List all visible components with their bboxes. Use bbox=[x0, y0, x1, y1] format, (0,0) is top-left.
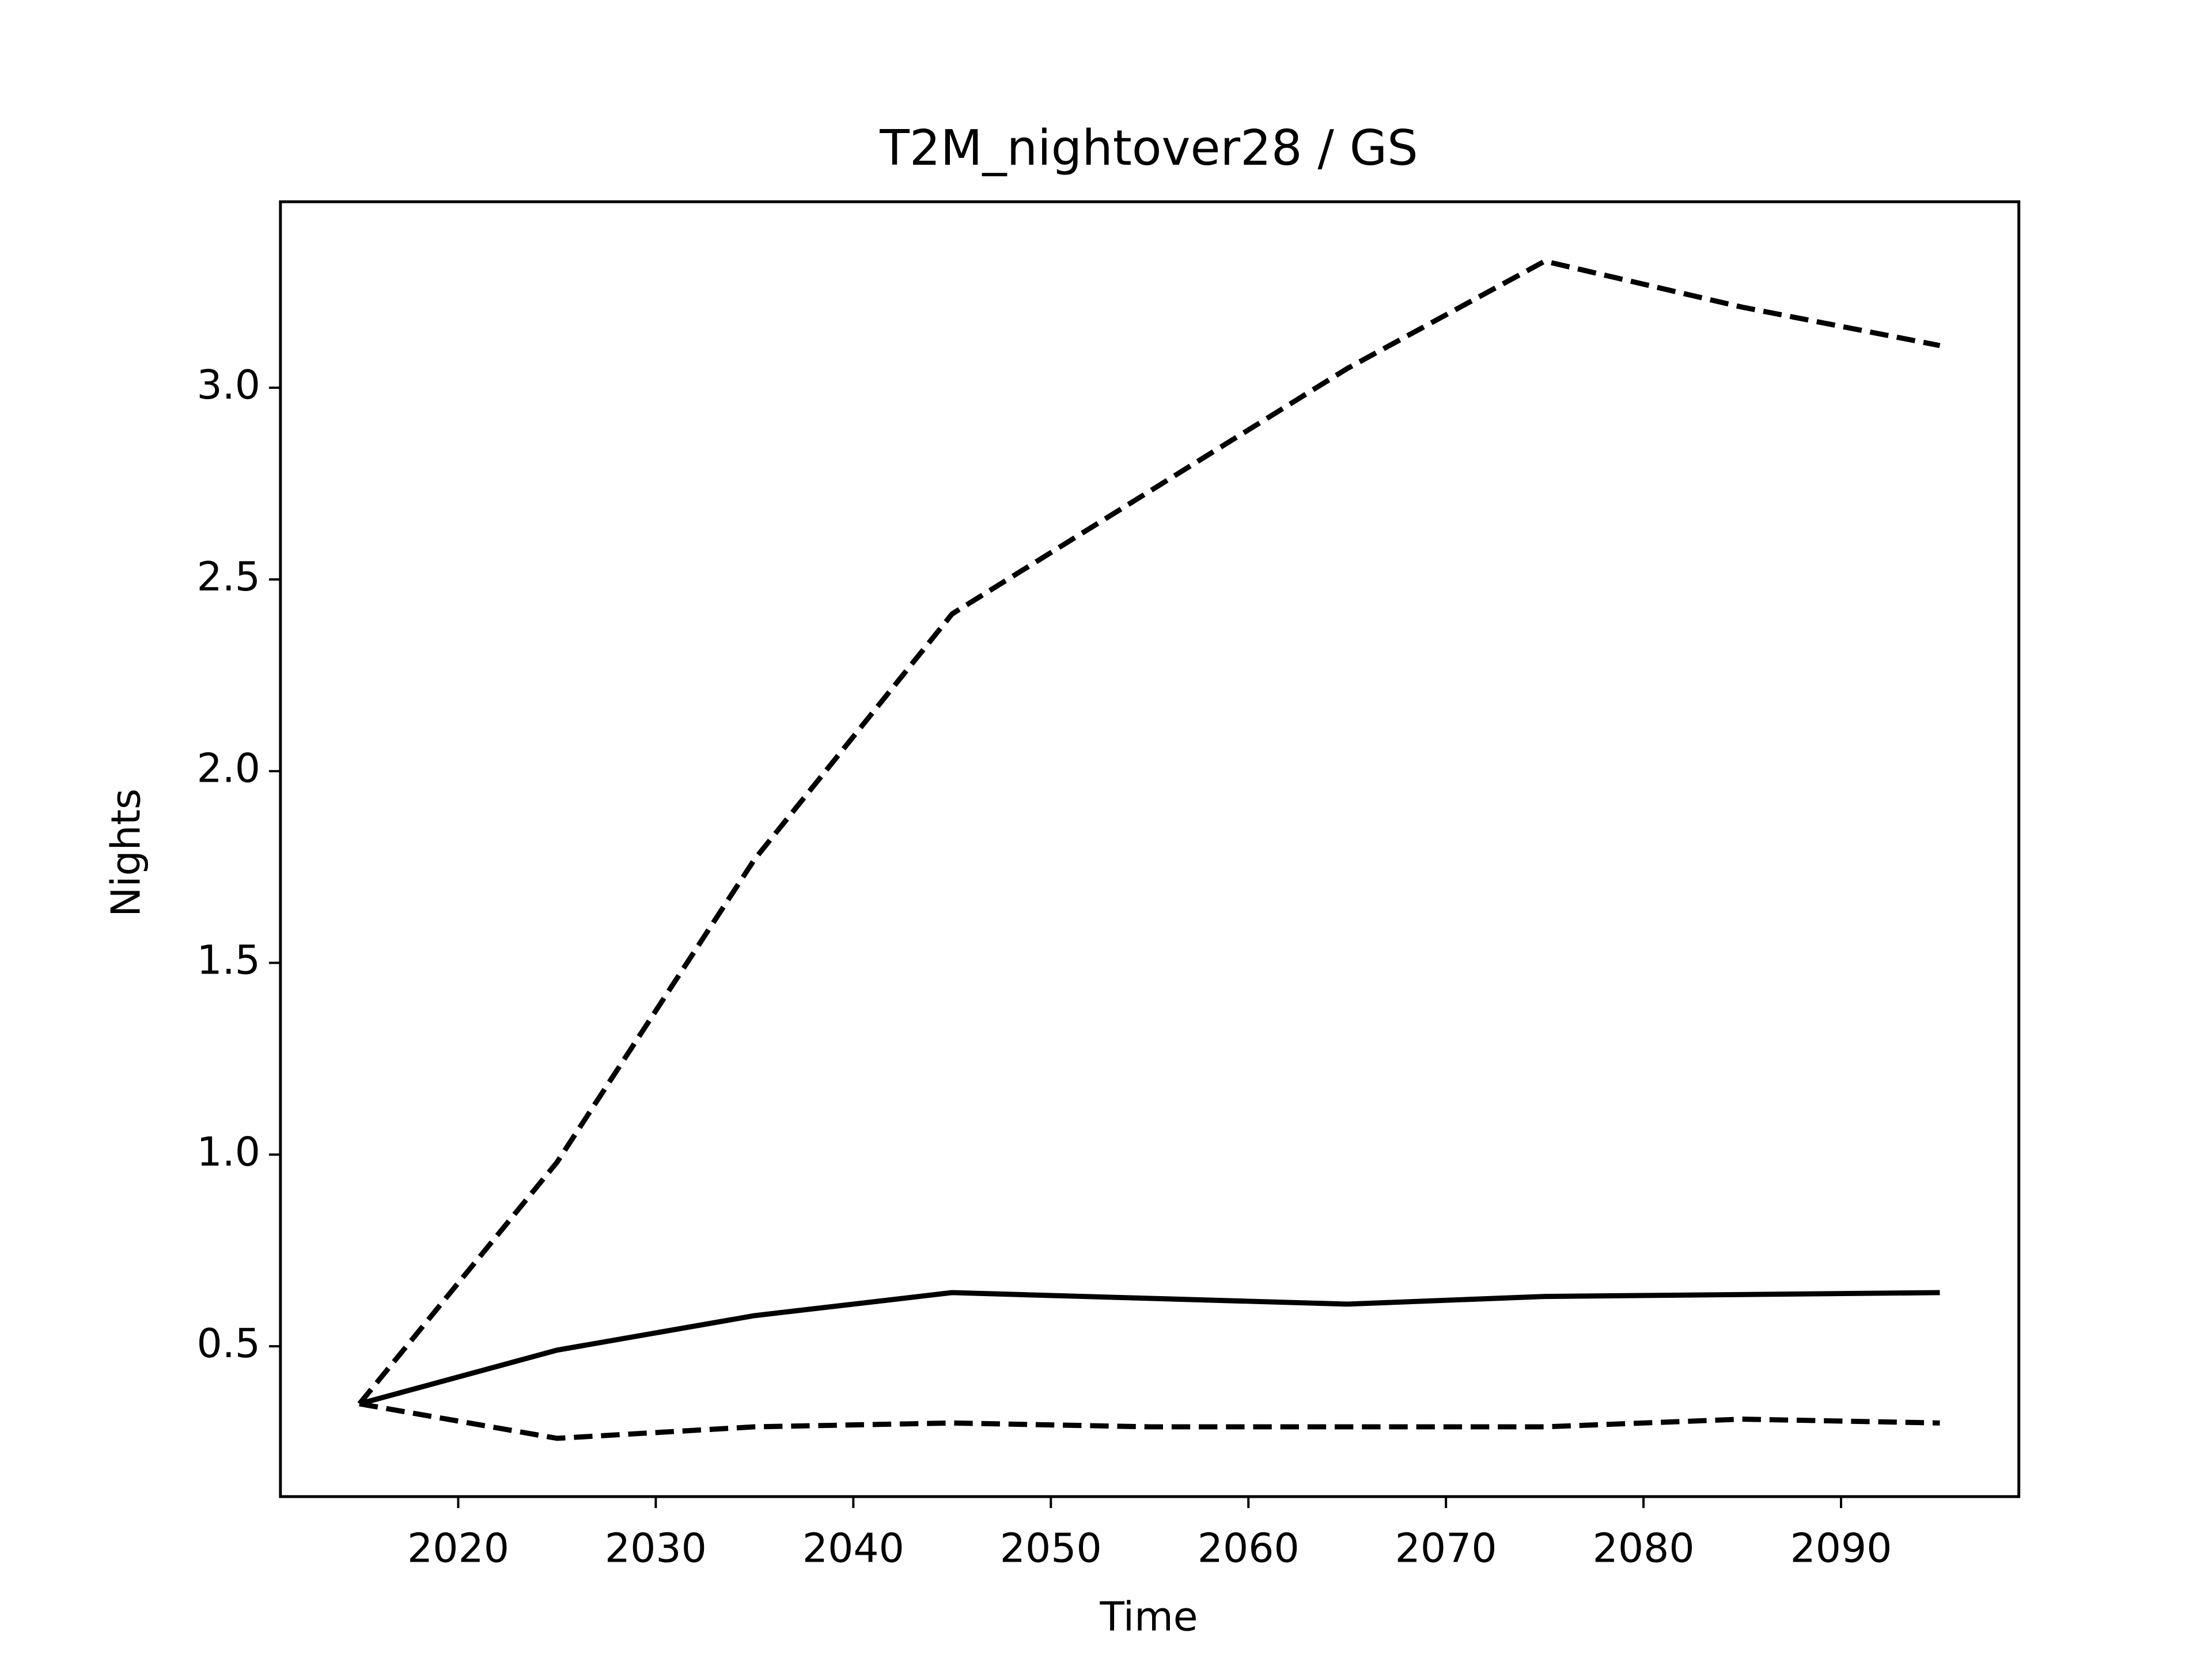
y-axis-label: Nights bbox=[103, 789, 150, 917]
y-tick-label: 3.0 bbox=[196, 362, 260, 408]
x-tick-label: 2090 bbox=[1790, 1525, 1892, 1572]
y-tick-label: 1.0 bbox=[196, 1128, 260, 1175]
x-tick-label: 2060 bbox=[1198, 1525, 1300, 1572]
chart-title: T2M_nightover28 / GS bbox=[879, 120, 1418, 176]
y-tick-label: 0.5 bbox=[196, 1320, 260, 1367]
x-tick-label: 2020 bbox=[407, 1525, 509, 1572]
y-tick-label: 2.0 bbox=[196, 745, 260, 792]
y-tick-label: 2.5 bbox=[196, 554, 260, 600]
plot-frame bbox=[279, 200, 2021, 1498]
series-line bbox=[359, 1401, 1940, 1441]
x-tick-label: 2050 bbox=[1000, 1525, 1102, 1572]
x-tick-label: 2040 bbox=[802, 1525, 904, 1572]
x-tick-label: 2030 bbox=[605, 1525, 707, 1572]
x-tick-label: 2070 bbox=[1395, 1525, 1497, 1572]
series-line bbox=[358, 1290, 1940, 1407]
y-tick-label: 1.5 bbox=[196, 937, 260, 984]
x-axis-label: Time bbox=[1099, 1594, 1198, 1641]
x-tick-label: 2080 bbox=[1593, 1525, 1695, 1572]
